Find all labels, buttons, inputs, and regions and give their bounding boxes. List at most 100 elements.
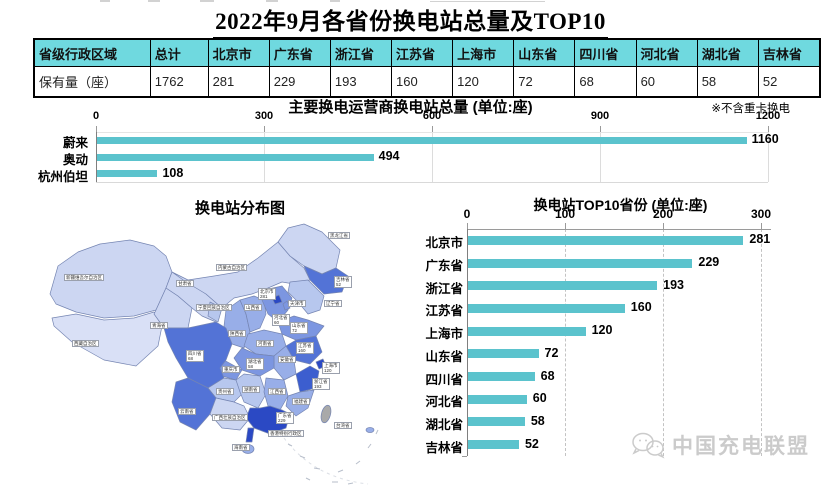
bar-吉林省 bbox=[468, 440, 519, 450]
bar-北京市 bbox=[468, 235, 744, 245]
bar-四川省 bbox=[468, 372, 535, 382]
x-axis-tick bbox=[768, 126, 769, 132]
x-axis-tick-label: 1200 bbox=[755, 110, 781, 122]
bar-江苏省 bbox=[468, 303, 625, 313]
map-title: 换电站分布图 bbox=[194, 200, 285, 217]
map-label-河北省: 河北省 60 bbox=[272, 314, 290, 327]
bar-杭州伯坦 bbox=[97, 170, 158, 178]
page-title: 2022年9月各省份换电站总量及TOP10 bbox=[0, 2, 821, 39]
value-label: 68 bbox=[540, 368, 555, 383]
table-header-cell: 河北省 bbox=[635, 38, 698, 67]
table-data-cell: 281 bbox=[207, 66, 270, 98]
map-label-海南省: 海南省 bbox=[232, 444, 250, 452]
bar-湖北省 bbox=[468, 417, 525, 427]
category-label: 山东省 bbox=[425, 349, 463, 364]
gridline-dashed bbox=[761, 229, 762, 456]
value-label: 72 bbox=[544, 345, 559, 360]
table-data-cell: 60 bbox=[635, 66, 698, 98]
gridline bbox=[432, 132, 433, 182]
map-label-山东省: 山东省 72 bbox=[290, 322, 308, 335]
x-axis-line bbox=[467, 229, 771, 230]
table-header-cell: 湖北省 bbox=[696, 38, 759, 67]
table-data-cell: 保有量（座） bbox=[33, 66, 151, 98]
bar-河北省 bbox=[468, 394, 527, 404]
category-label: 杭州伯坦 bbox=[37, 169, 88, 184]
province-tianjin bbox=[282, 300, 291, 311]
province-liaoning bbox=[287, 279, 325, 315]
map-label-重庆市: 重庆市 bbox=[222, 366, 240, 374]
x-axis-tick bbox=[663, 223, 664, 229]
map-label-甘肃省: 甘肃省 bbox=[176, 280, 194, 288]
map-label-福建省: 福建省 bbox=[292, 398, 310, 406]
operators-bar-chart: 主要换电运营商换电站总量 (单位:座) ※不含重卡换电 0 300 600 900 12… bbox=[0, 96, 821, 188]
watermark: 中国充电联盟 bbox=[630, 430, 810, 460]
south-china-sea-islands bbox=[283, 429, 379, 485]
table-header-cell: 浙江省 bbox=[329, 38, 393, 67]
y-axis-line bbox=[467, 229, 468, 456]
china-distribution-map: 黑龙江省 内蒙古自治区 吉林省 52 辽宁省 新疆维吾尔自治区 甘肃省 北京市 281 天津市 河北… bbox=[38, 216, 442, 494]
bar-上海市 bbox=[468, 326, 586, 336]
category-label: 湖北省 bbox=[425, 417, 463, 432]
wechat-icon bbox=[632, 432, 665, 459]
category-label: 吉林省 bbox=[425, 440, 463, 455]
cropped-text-artifact bbox=[430, 1, 545, 2]
value-label: 494 bbox=[378, 149, 400, 163]
cropped-text-artifact bbox=[330, 0, 340, 2]
x-axis-tick-label: 900 bbox=[590, 110, 610, 122]
x-axis-tick-label: 300 bbox=[254, 110, 274, 122]
map-label-天津市: 天津市 bbox=[288, 300, 306, 308]
gridline-dashed bbox=[565, 229, 566, 456]
table-data-cell: 229 bbox=[268, 66, 331, 98]
watermark-text: 中国充电联盟 bbox=[672, 435, 810, 458]
map-label-湖南省: 湖南省 bbox=[242, 386, 260, 394]
category-label: 奥动 bbox=[62, 153, 88, 167]
value-label: 52 bbox=[524, 436, 539, 451]
table-data-cell: 160 bbox=[390, 66, 454, 98]
page-title-text: 2022年9月各省份换电站总量及TOP10 bbox=[213, 2, 608, 39]
map-label-四川省: 四川省 68 bbox=[186, 350, 204, 363]
map-label-上海市: 上海市 120 bbox=[322, 362, 340, 375]
table-data-cell: 72 bbox=[513, 66, 576, 98]
category-label: 蔚来 bbox=[62, 136, 88, 151]
map-label-安徽省: 安徽省 bbox=[278, 356, 296, 364]
gridline bbox=[600, 132, 601, 182]
cropped-text-artifact bbox=[100, 0, 110, 2]
top10-chart-title: 换电站TOP10省份 (单位:座) bbox=[533, 197, 708, 213]
cropped-text-artifact bbox=[200, 0, 214, 2]
map-label-吉林省: 吉林省 52 bbox=[334, 276, 352, 289]
table-data-cell: 120 bbox=[452, 66, 515, 98]
gridline-dashed bbox=[663, 229, 664, 456]
plot-bottom-line bbox=[96, 182, 768, 183]
small-island bbox=[365, 427, 375, 433]
bar-蔚来 bbox=[97, 136, 747, 144]
table-header-cell: 江苏省 bbox=[390, 38, 454, 67]
category-label: 浙江省 bbox=[425, 281, 463, 296]
map-label-山西省: 山西省 bbox=[244, 304, 262, 312]
province-xizang bbox=[51, 311, 163, 367]
x-axis-tick bbox=[96, 126, 97, 132]
category-label: 上海市 bbox=[425, 327, 463, 342]
table-data-cell: 52 bbox=[757, 66, 821, 98]
china-map-svg bbox=[49, 223, 379, 485]
category-label: 江苏省 bbox=[425, 304, 463, 319]
value-label: 58 bbox=[530, 413, 545, 428]
value-label: 281 bbox=[749, 232, 771, 247]
province-taiwan bbox=[320, 404, 332, 424]
x-axis-tick-label: 200 bbox=[652, 207, 674, 221]
map-label-浙江省: 浙江省 193 bbox=[312, 378, 330, 391]
map-label-新疆维吾尔自治区: 新疆维吾尔自治区 bbox=[64, 274, 104, 282]
table-row: 保有量（座） 1762 281 229 193 160 120 72 68 60 58 52 bbox=[33, 66, 821, 98]
bar-山东省 bbox=[468, 349, 539, 359]
table-header-cell: 广东省 bbox=[268, 38, 331, 67]
province-heilongjiang bbox=[277, 223, 341, 275]
x-axis-tick-label: 300 bbox=[750, 207, 772, 221]
table-header-cell: 吉林省 bbox=[757, 38, 821, 67]
operators-chart-note: ※不含重卡换电 bbox=[711, 103, 790, 115]
category-label: 北京市 bbox=[425, 236, 463, 251]
operators-chart-title: 主要换电运营商换电站总量 (单位:座) bbox=[288, 99, 533, 116]
cropped-text-artifact bbox=[148, 0, 160, 2]
map-label-台湾省: 台湾省 bbox=[334, 422, 352, 430]
map-label-辽宁省: 辽宁省 bbox=[324, 300, 342, 308]
y-axis-end-tick bbox=[462, 456, 467, 457]
